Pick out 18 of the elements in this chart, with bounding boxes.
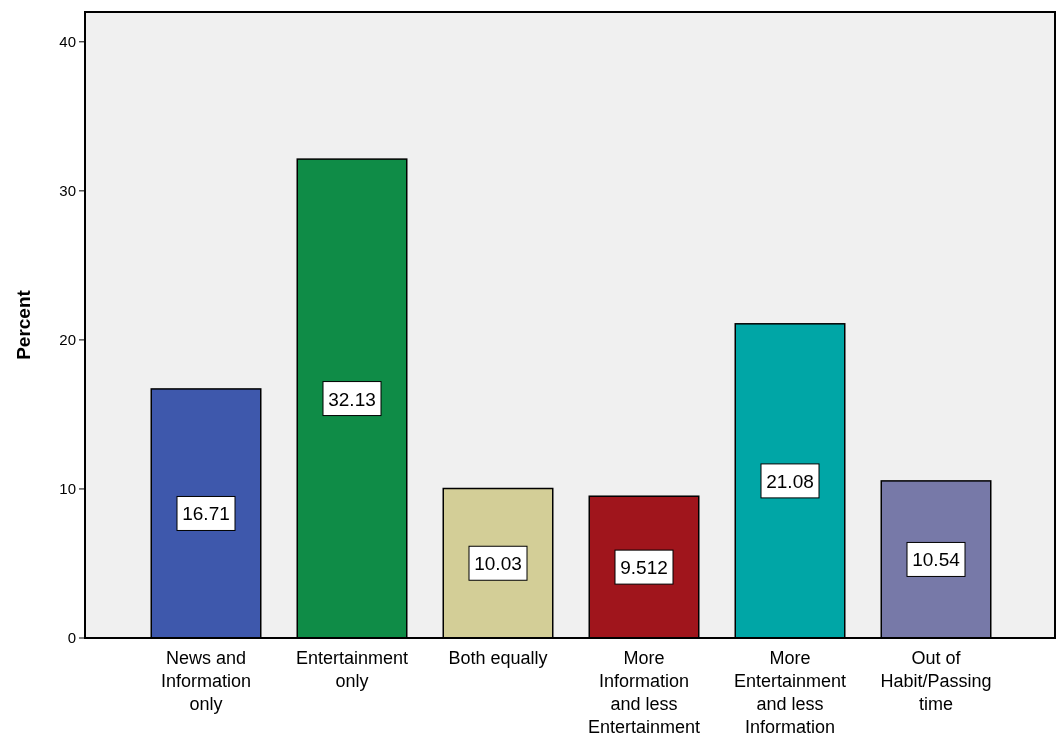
x-tick-label: Entertainment only: [295, 648, 409, 691]
y-axis-title: Percent: [13, 289, 34, 360]
y-tick-label: 10: [59, 479, 76, 497]
x-tick-label: More Information and less Entertainment: [587, 648, 701, 737]
y-tick-label: 40: [59, 32, 76, 50]
y-tick-label: 30: [59, 181, 76, 199]
y-tick-label: 20: [59, 330, 76, 348]
data-label: 9.512: [620, 557, 668, 579]
y-tick-label: 0: [67, 629, 76, 646]
x-tick-label: Both equally: [448, 648, 548, 668]
data-label: 21.08: [766, 470, 814, 492]
x-tick-label: News and Information only: [160, 648, 252, 714]
x-tick-label: Out of Habit/Passing time: [880, 648, 992, 714]
data-label: 10.54: [912, 549, 961, 571]
data-label: 32.13: [328, 388, 376, 410]
data-label: 10.03: [474, 553, 522, 575]
x-tick-label: More Entertainment and less Information: [733, 648, 847, 737]
data-label: 16.71: [182, 503, 230, 525]
